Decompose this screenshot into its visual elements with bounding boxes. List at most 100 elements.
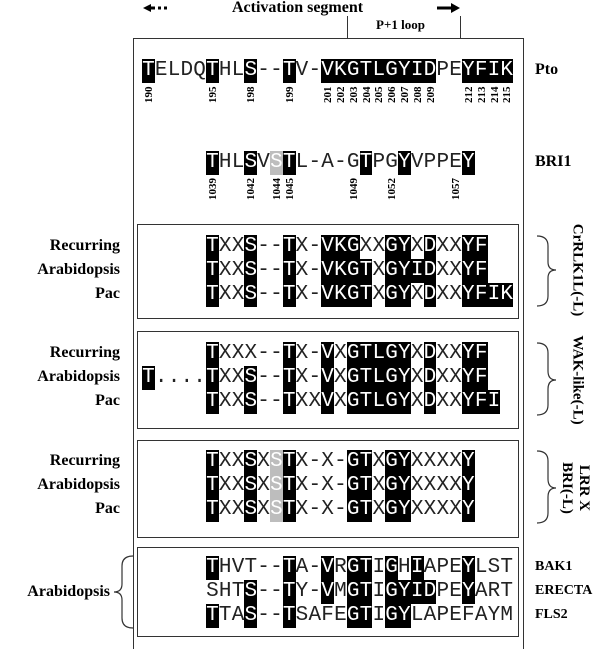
residue-conserved: T bbox=[282, 498, 296, 522]
residue: P bbox=[423, 151, 437, 174]
residue: X bbox=[449, 498, 462, 521]
residue-conserved: T bbox=[282, 59, 296, 83]
residue-conserved: Y bbox=[397, 580, 411, 604]
residue: - bbox=[308, 59, 322, 82]
bri1-residue-number: 1045 bbox=[283, 177, 296, 200]
residue: F bbox=[462, 604, 475, 627]
residue-conserved: I bbox=[410, 580, 424, 604]
residue-partial: S bbox=[269, 450, 283, 474]
residue: - bbox=[257, 342, 270, 365]
residue-conserved: D bbox=[423, 390, 437, 414]
residue: - bbox=[257, 235, 270, 258]
residue-conserved: G bbox=[385, 59, 398, 83]
residue-conserved: T bbox=[282, 342, 296, 366]
residue-conserved: G bbox=[385, 283, 398, 307]
residue: I bbox=[372, 604, 386, 627]
residue-conserved: G bbox=[346, 390, 360, 414]
residue-conserved: G bbox=[346, 235, 360, 259]
residue: Y bbox=[487, 604, 501, 627]
residue: X bbox=[436, 474, 450, 497]
group-sequence-row: TXXS--TXXVXGTLGYXDXXYFI bbox=[206, 390, 501, 414]
residue: X bbox=[231, 342, 245, 365]
protein-label: BAK1 bbox=[535, 559, 573, 574]
residue-conserved: Y bbox=[397, 604, 411, 628]
crrlk1l-box bbox=[137, 224, 519, 319]
residue: A bbox=[308, 604, 322, 627]
residue-conserved: G bbox=[385, 450, 398, 474]
row-label: Recurring bbox=[49, 237, 120, 254]
residue: X bbox=[295, 498, 309, 521]
residue: - bbox=[308, 151, 322, 174]
residue: A bbox=[295, 556, 309, 579]
residue-conserved: T bbox=[282, 556, 296, 580]
residue-conserved: I bbox=[487, 59, 501, 83]
residue: X bbox=[436, 498, 450, 521]
pto-residue-number: 214 bbox=[488, 86, 501, 103]
residue-conserved: I bbox=[487, 390, 501, 414]
pto-residue-number: 190 bbox=[143, 86, 155, 103]
lrr-bracket-icon bbox=[536, 450, 557, 524]
residue: X bbox=[436, 390, 450, 413]
residue: P bbox=[372, 151, 386, 174]
residue: - bbox=[257, 604, 270, 627]
residue-conserved: D bbox=[423, 59, 437, 83]
activation-segment-arrows bbox=[143, 3, 461, 39]
residue-conserved: T bbox=[282, 283, 296, 307]
residue: . bbox=[154, 366, 168, 389]
residue-conserved: T bbox=[282, 604, 296, 628]
residue: X bbox=[436, 450, 450, 473]
protein-label: ERECTA bbox=[535, 583, 593, 598]
residue: H bbox=[218, 556, 232, 579]
residue: X bbox=[334, 390, 347, 413]
residue: S bbox=[206, 580, 219, 603]
residue: X bbox=[449, 450, 462, 473]
residue: - bbox=[308, 235, 322, 258]
residue: - bbox=[257, 580, 270, 603]
residue: E bbox=[449, 556, 462, 579]
residue-conserved: K bbox=[333, 259, 347, 283]
residue: E bbox=[334, 604, 347, 627]
residue: I bbox=[372, 580, 386, 603]
residue-conserved: Y bbox=[397, 450, 411, 474]
pto-label: Pto bbox=[535, 61, 559, 78]
residue-conserved: G bbox=[346, 450, 360, 474]
residue-conserved: T bbox=[359, 498, 373, 522]
residue: - bbox=[308, 498, 322, 521]
residue: X bbox=[321, 498, 334, 521]
residue-conserved: Y bbox=[461, 283, 475, 307]
residue-conserved: L bbox=[372, 59, 386, 83]
residue-conserved: Y bbox=[461, 259, 475, 283]
residue-conserved: Y bbox=[461, 498, 475, 522]
residue-conserved: T bbox=[206, 283, 219, 307]
residue: V bbox=[257, 151, 270, 174]
residue-conserved: G bbox=[385, 604, 398, 628]
residue: T bbox=[231, 580, 245, 603]
residue-conserved: T bbox=[359, 580, 373, 604]
residue: R bbox=[487, 580, 501, 603]
residue: - bbox=[270, 366, 283, 389]
residue: - bbox=[257, 390, 270, 413]
residue: X bbox=[449, 366, 462, 389]
residue: X bbox=[308, 390, 322, 413]
pto-residue-number: 205 bbox=[373, 86, 386, 103]
residue: X bbox=[449, 259, 462, 282]
residue-conserved: T bbox=[359, 450, 373, 474]
residue: H bbox=[398, 556, 411, 579]
residue: X bbox=[436, 342, 450, 365]
p1-loop-label: P+1 loop bbox=[376, 17, 425, 32]
bri1-residue-number: 1039 bbox=[207, 177, 219, 200]
residue-conserved: G bbox=[346, 556, 360, 580]
residue-conserved: D bbox=[423, 283, 437, 307]
residue-conserved: Y bbox=[461, 474, 475, 498]
residue-conserved: V bbox=[321, 342, 334, 366]
group-sequence-row: TXXS--TX-VKGTXGYXDXXYFIK bbox=[206, 283, 514, 307]
residue: - bbox=[308, 556, 322, 579]
residue: Y bbox=[295, 580, 309, 603]
residue: E bbox=[449, 580, 462, 603]
residue-conserved: T bbox=[359, 283, 373, 307]
residue: . bbox=[167, 366, 181, 389]
residue-conserved: S bbox=[244, 580, 258, 604]
wak-bracket-icon bbox=[536, 342, 557, 416]
main-frame bbox=[133, 38, 524, 649]
